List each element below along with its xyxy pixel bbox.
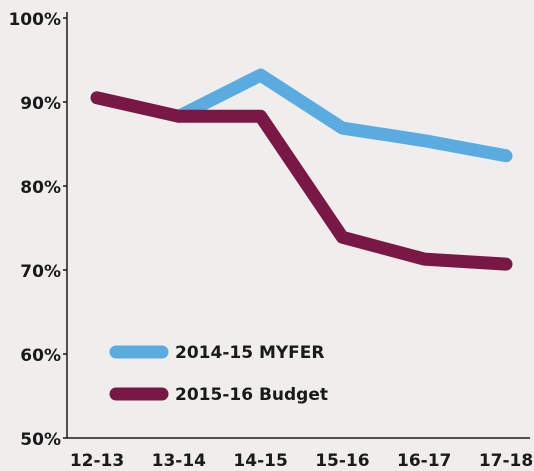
y-tick-label: 100% [8,10,61,30]
x-tick-label: 13-14 [152,451,207,471]
x-tick-label: 15-16 [315,451,369,471]
x-tick-label: 14-15 [233,451,287,471]
x-tick-label: 16-17 [397,451,451,471]
y-tick-label: 50% [20,430,61,450]
series-line [172,68,513,163]
series-line [90,91,513,271]
legend-label: 2014-15 MYFER [175,343,325,363]
x-tick-label: 17-18 [479,451,533,471]
x-tick-label: 12-13 [70,451,124,471]
y-tick-label: 80% [20,178,61,198]
y-tick-label: 60% [20,346,61,366]
y-tick-label: 90% [20,94,61,114]
legend-label: 2015-16 Budget [175,385,328,405]
y-tick-label: 70% [20,262,61,282]
